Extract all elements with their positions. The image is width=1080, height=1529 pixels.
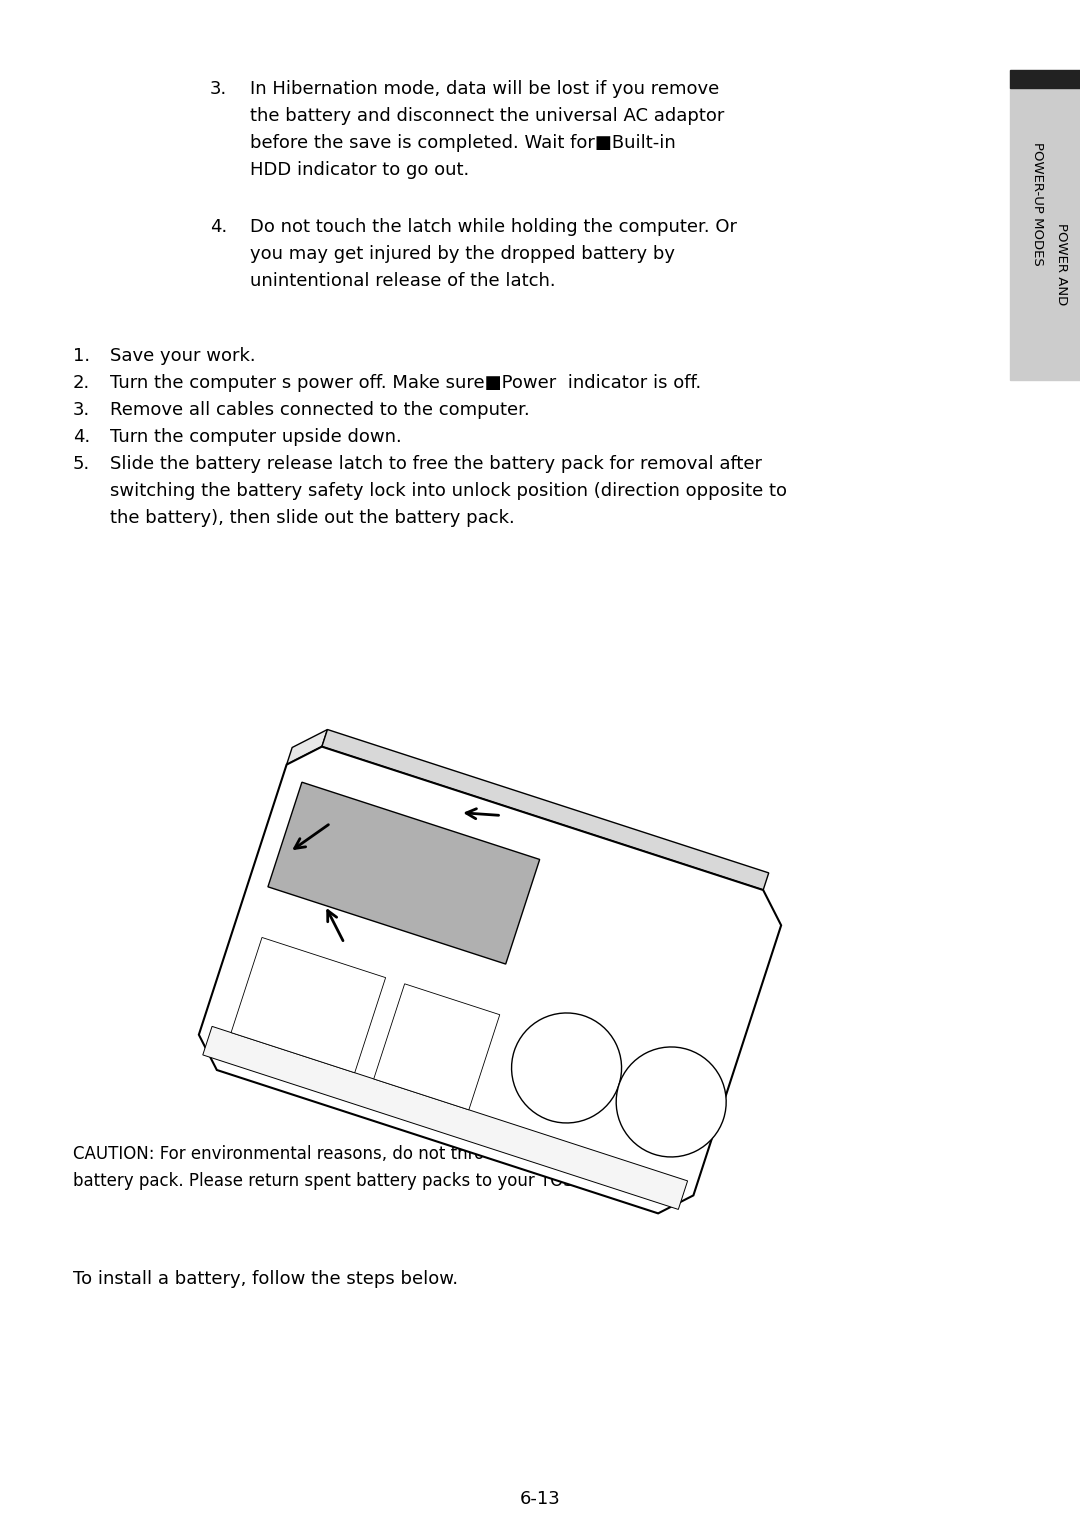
Ellipse shape [512,1014,622,1122]
Bar [1010,89,1080,381]
Text: 4.: 4. [73,428,91,446]
Polygon shape [374,983,500,1110]
Text: In Hibernation mode, data will be lost if you remove: In Hibernation mode, data will be lost i… [249,80,719,98]
Text: battery pack. Please return spent battery packs to your TOSHIBA dealer.: battery pack. Please return spent batter… [73,1173,675,1190]
Text: HDD indicator to go out.: HDD indicator to go out. [249,161,469,179]
Text: Figure 6-1   Releasing the battery pack: Figure 6-1 Releasing the battery pack [379,1095,701,1113]
Polygon shape [268,783,540,965]
Text: the battery), then slide out the battery pack.: the battery), then slide out the battery… [110,509,515,528]
Text: Slide the battery release latch to free the battery pack for removal after: Slide the battery release latch to free … [110,456,762,472]
Text: Save your work.: Save your work. [110,347,256,365]
Text: CAUTION: For environmental reasons, do not throw away a spent: CAUTION: For environmental reasons, do n… [73,1145,615,1164]
Text: you may get injured by the dropped battery by: you may get injured by the dropped batte… [249,245,675,263]
Text: switching the battery safety lock into unlock position (direction opposite to: switching the battery safety lock into u… [110,482,787,500]
Ellipse shape [617,1047,726,1157]
Polygon shape [322,729,769,890]
Text: 6-13: 6-13 [519,1489,561,1508]
Polygon shape [203,1026,688,1209]
Text: 4.: 4. [210,219,227,235]
Polygon shape [199,746,781,1214]
Text: 1.: 1. [73,347,90,365]
Text: unintentional release of the latch.: unintentional release of the latch. [249,272,555,291]
Text: before the save is completed. Wait for■Built-in: before the save is completed. Wait for■B… [249,135,676,151]
Text: the battery and disconnect the universal AC adaptor: the battery and disconnect the universal… [249,107,725,125]
Text: 2.: 2. [73,375,91,391]
Polygon shape [286,729,327,764]
Text: Remove all cables connected to the computer.: Remove all cables connected to the compu… [110,401,530,419]
Text: Do not touch the latch while holding the computer. Or: Do not touch the latch while holding the… [249,219,737,235]
Polygon shape [231,937,386,1073]
Bar [1010,70,1080,89]
Text: To install a battery, follow the steps below.: To install a battery, follow the steps b… [73,1271,458,1287]
Text: 5.: 5. [73,456,91,472]
Text: 3.: 3. [210,80,227,98]
Text: POWER AND: POWER AND [1055,223,1068,306]
Text: POWER-UP MODES: POWER-UP MODES [1031,142,1044,266]
Text: Turn the computer upside down.: Turn the computer upside down. [110,428,402,446]
Text: Turn the computer s power off. Make sure■Power  indicator is off.: Turn the computer s power off. Make sure… [110,375,701,391]
Text: 3.: 3. [73,401,91,419]
